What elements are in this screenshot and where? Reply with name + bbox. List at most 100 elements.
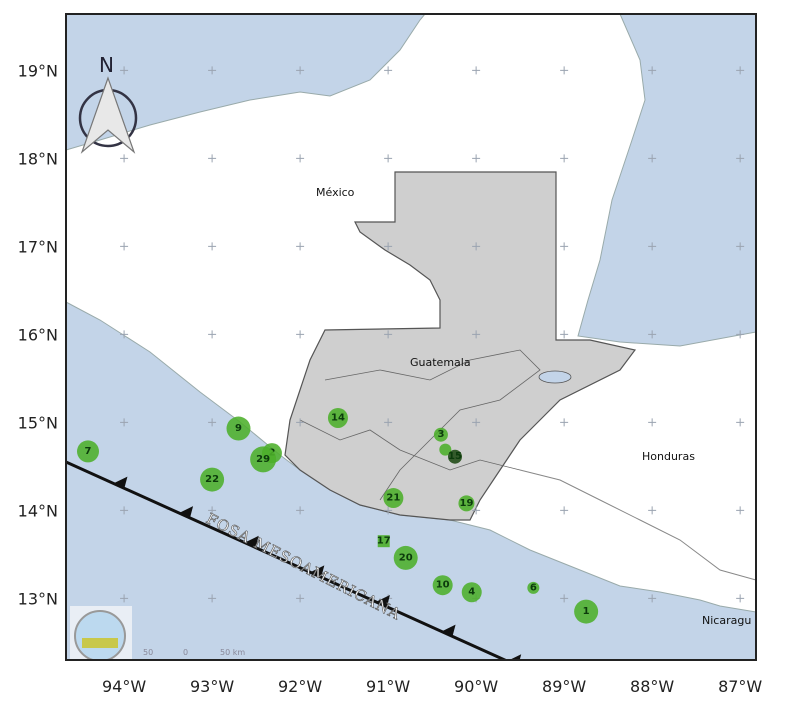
grid-cross	[736, 66, 745, 75]
lat-tick-label: 17°N	[18, 237, 58, 256]
lon-tick-label: 88°W	[630, 677, 674, 696]
grid-cross	[736, 594, 745, 603]
earthquake-marker[interactable]: 4	[461, 582, 482, 603]
grid-cross	[736, 242, 745, 251]
grid-cross	[560, 330, 569, 339]
scale-bar: 50 0 50 km	[143, 648, 245, 657]
trench-triangle	[310, 565, 325, 578]
earthquake-marker[interactable]: 3	[433, 427, 448, 442]
marker-label: 6	[530, 582, 537, 593]
marker-label: 3	[437, 429, 444, 440]
country-label-honduras: Honduras	[642, 450, 695, 463]
grid-cross	[296, 330, 305, 339]
earthquake-marker[interactable]: 7	[77, 440, 100, 463]
grid-cross	[296, 66, 305, 75]
earthquake-marker[interactable]: 29	[250, 446, 277, 473]
grid-cross	[120, 418, 129, 427]
grid-cross	[384, 66, 393, 75]
earthquake-marker[interactable]: 22	[200, 467, 225, 492]
svg-text:50: 50	[143, 648, 153, 657]
grid-cross	[296, 418, 305, 427]
earthquake-marker[interactable]: 14	[327, 407, 348, 428]
grid-cross	[296, 506, 305, 515]
marker-symbol	[77, 440, 100, 463]
marker-symbol	[226, 416, 251, 441]
grid-cross	[560, 154, 569, 163]
marker-symbol	[574, 599, 599, 624]
marker-label: 14	[331, 412, 345, 423]
earthquake-marker[interactable]: 19	[458, 495, 475, 512]
grid-cross	[560, 418, 569, 427]
earthquake-marker[interactable]: 10	[432, 575, 453, 596]
earthquake-marker[interactable]: 9	[226, 416, 251, 441]
marker-label: 17	[377, 536, 391, 547]
trench-triangle	[441, 624, 456, 637]
grid-cross	[120, 154, 129, 163]
marker-label: 4	[468, 587, 475, 598]
earthquake-marker[interactable]	[439, 443, 452, 456]
marker-symbol	[433, 427, 448, 442]
svg-text:0: 0	[183, 648, 188, 657]
grid-cross	[208, 242, 217, 251]
lat-tick-label: 13°N	[18, 589, 58, 608]
marker-symbol	[448, 449, 463, 464]
earthquake-marker[interactable]: 1	[574, 599, 599, 624]
lon-tick-label: 89°W	[542, 677, 586, 696]
trench-triangle	[113, 476, 128, 489]
lon-tick-label: 94°W	[102, 677, 146, 696]
grid-cross	[208, 66, 217, 75]
grid-cross	[560, 242, 569, 251]
grid-cross	[648, 242, 657, 251]
grid-cross	[384, 330, 393, 339]
grid-cross	[472, 154, 481, 163]
lon-tick-label: 93°W	[190, 677, 234, 696]
honduras-border	[519, 469, 756, 581]
grid-cross	[384, 154, 393, 163]
lat-tick-label: 15°N	[18, 413, 58, 432]
earthquake-marker[interactable]: 6	[527, 581, 540, 594]
earthquake-marker[interactable]: 15	[448, 449, 463, 464]
grid-cross	[736, 506, 745, 515]
grid-cross	[472, 506, 481, 515]
grid-cross	[472, 242, 481, 251]
earthquake-marker[interactable]: 17	[377, 535, 391, 548]
lat-tick-label: 19°N	[18, 61, 58, 80]
grid-cross	[208, 418, 217, 427]
lat-tick-label: 18°N	[18, 149, 58, 168]
grid-cross	[208, 330, 217, 339]
marker-label: 21	[386, 493, 400, 504]
department-borders	[324, 349, 541, 501]
grid-cross	[560, 66, 569, 75]
north-arrow-icon	[80, 76, 136, 154]
marker-label: 7	[85, 446, 92, 457]
marker-symbol	[393, 545, 418, 570]
institution-logo	[70, 606, 132, 660]
grid-cross	[296, 594, 305, 603]
grid-cross	[120, 242, 129, 251]
grid-cross	[208, 506, 217, 515]
grid-cross	[560, 506, 569, 515]
lon-tick-label: 87°W	[718, 677, 762, 696]
grid-cross	[736, 154, 745, 163]
grid-cross	[736, 330, 745, 339]
marker-label: 15	[448, 451, 462, 462]
trench-triangle	[179, 506, 194, 518]
grid-cross	[648, 506, 657, 515]
trench-triangle	[509, 654, 522, 660]
country-label-mexico: México	[316, 186, 355, 199]
earthquake-marker[interactable]: 21	[383, 488, 404, 509]
marker-symbol	[432, 575, 453, 596]
marker-label: 1	[583, 606, 590, 617]
lake-izabal	[538, 370, 572, 384]
lon-tick-label: 90°W	[454, 677, 498, 696]
earthquake-marker[interactable]: 20	[393, 545, 418, 570]
marker-label: 29	[256, 454, 270, 465]
grid-cross	[120, 506, 129, 515]
marker-symbol	[461, 582, 482, 603]
grid-cross	[296, 154, 305, 163]
map-frame	[65, 13, 757, 661]
marker-label: 10	[436, 580, 450, 591]
marker-symbol	[200, 467, 225, 492]
marker-symbol	[327, 407, 348, 428]
